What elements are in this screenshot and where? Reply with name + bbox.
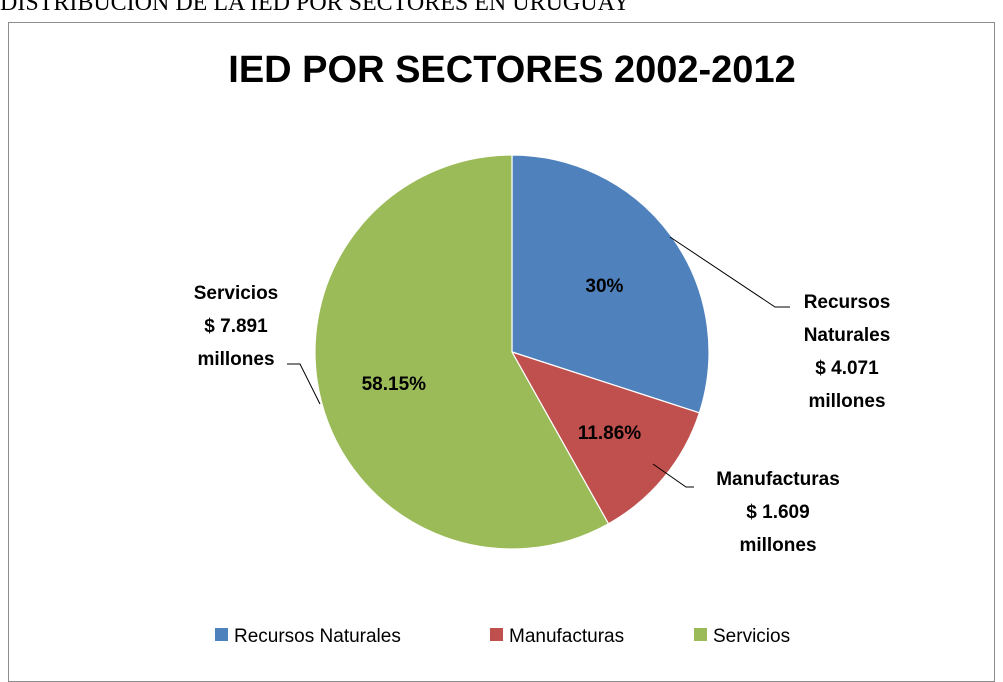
pie-slices [314,154,710,550]
slice-servicios [314,154,610,550]
legend-item-manufacturas: Manufacturas [490,626,624,647]
callout-label-recursos-naturales: Recursos Naturales $ 4.071 millones [804,292,891,412]
legend-swatch-servicios [694,628,707,641]
legend-swatch-manufacturas [490,628,503,641]
slice-value-labels: 30% 11.86% 58.15% [362,276,642,444]
legend-item-recursos-naturales: Recursos Naturales [215,626,401,647]
leader-line-recursos-naturales [669,236,790,308]
value-label-manufacturas: 11.86% [578,423,641,444]
slice-callout-labels: Recursos Naturales $ 4.071 millones Manufact… [194,283,891,556]
chart-title: IED POR SECTORES 2002-2012 [228,49,795,91]
pie-chart: IED POR SECTORES 2002-2012 30% 11.86% 58.1… [194,49,891,647]
legend-swatch-recursos-naturales [215,628,228,641]
legend-label-recursos-naturales: Recursos Naturales [234,626,401,647]
callout-label-servicios: Servicios $ 7.891 millones [194,283,279,370]
legend-item-servicios: Servicios [694,626,790,647]
callout-label-manufacturas: Manufacturas $ 1.609 millones [716,469,840,556]
leader-lines [287,236,790,488]
leader-line-servicios [287,363,321,405]
legend-label-manufacturas: Manufacturas [509,626,624,647]
slice-manufacturas [510,350,701,525]
value-label-servicios: 58.15% [362,374,427,395]
legend: Recursos Naturales Manufacturas Servicios [215,626,790,647]
document-heading: DISTRIBUCION DE LA IED POR SECTORES EN U… [0,0,631,16]
legend-label-servicios: Servicios [713,626,790,647]
value-label-recursos-naturales: 30% [585,276,623,297]
leader-line-manufacturas [652,463,694,488]
slice-recursos-naturales [511,154,710,414]
